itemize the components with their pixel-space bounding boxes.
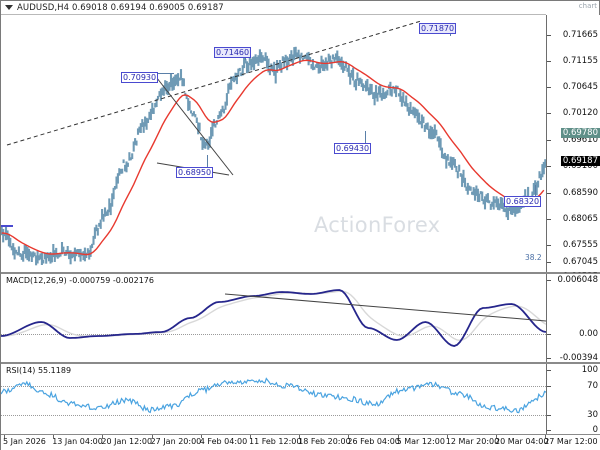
macd-zero-line [1,334,546,335]
axis-tickmark [547,245,551,246]
rsi-pane: RSI(14) 55.1189 100 70 30 0 [1,363,600,435]
symbol-ohlc-label: AUDUSD,H4 0.69018 0.69194 0.69005 0.6918… [17,3,224,13]
price-annotation-clipped[interactable] [1,225,13,227]
candlestick-series [1,46,546,266]
time-tick-label: 12 Mar 20:00 [445,437,500,446]
rsi-axis[interactable]: 100 70 30 0 [546,364,600,435]
leader-line [207,155,208,168]
price-tick-label: 0.67555 [562,240,598,250]
time-tick-label: 13 Jan 04:00 [52,437,103,446]
price-pane: 0.71870 0.71460 0.70930 0.69430 0.68950 … [1,15,600,282]
rsi-oversold-line [1,415,546,416]
price-tick-label: 0.69100 [562,161,598,171]
axis-tickmark [547,166,551,167]
axis-tickmark [547,280,551,281]
axis-tickmark [547,113,551,114]
time-tick-label: 5 Mar 12:00 [396,437,445,446]
axis-tickmark [547,140,551,141]
axis-tickmark [446,435,448,438]
macd-series [1,289,546,347]
price-annotation[interactable]: 0.68320 [504,196,542,207]
axis-tickmark [547,87,551,88]
time-tick-label: 4 Feb 04:00 [199,437,248,446]
macd-plot-area[interactable] [1,274,546,362]
axis-tickmark [547,334,551,335]
watermark: ActionForex [314,213,441,237]
axis-tickmark [4,435,5,438]
price-tick-label: 0.69610 [562,135,598,145]
leader-line [535,185,536,197]
price-annotation[interactable]: 0.69430 [334,143,372,154]
axis-tickmark [496,435,497,438]
macd-tick-label: -0.00394 [559,353,598,363]
rsi-tick-label: 100 [581,365,598,375]
price-tag-secondary: 0.69780 [560,128,600,138]
chart-header: AUDUSD,H4 0.69018 0.69194 0.69005 0.6918… [1,1,546,15]
rsi-title: RSI(14) 55.1189 [6,366,72,375]
time-tick-label: 5 Jan 2026 [3,437,46,446]
time-tick-label: 20 Jan 12:00 [101,437,153,446]
axis-tickmark [545,435,547,438]
price-annotation[interactable]: 0.70930 [121,72,159,83]
axis-tickmark [200,435,202,438]
macd-axis[interactable]: 0.006048 0.00 -0.00394 [546,274,600,363]
macd-tick-label: 0.006048 [557,275,598,285]
window-corner-label: chart [578,2,597,10]
price-tick-label: 0.70645 [562,82,598,92]
axis-tickmark [250,435,251,438]
axis-tickmark [547,358,551,359]
price-tick-label: 0.70120 [562,108,598,118]
collapse-triangle-icon[interactable] [5,5,13,10]
axis-tickmark [547,430,551,431]
axis-tickmark [547,415,551,416]
price-annotation[interactable]: 0.68950 [176,167,214,178]
time-axis[interactable]: 5 Jan 2026 13 Jan 04:00 20 Jan 12:00 27 Jan… [1,435,600,450]
axis-tickmark [547,193,551,194]
axis-tickmark [151,435,153,438]
axis-tickmark [397,435,399,438]
price-axis[interactable]: 0.71665 0.71155 0.70645 0.70120 0.69610 0.691… [546,15,600,282]
axis-tickmark [53,435,55,438]
leader-line [152,73,174,74]
axis-tickmark [348,435,350,438]
time-tick-label: 20 Mar 04:00 [495,437,549,446]
rsi-series [1,377,546,414]
price-tick-label: 0.71155 [562,56,598,66]
price-tick-label: 0.71665 [562,30,598,40]
trendline-overlay [6,20,422,176]
leader-line [365,131,366,144]
fib-level-label: 38.2 [525,253,542,262]
macd-pane: MACD(12,26,9) -0.000759 -0.002176 0.0060… [1,273,600,363]
price-tick-label: 0.68065 [562,214,598,224]
axis-tickmark [547,219,551,220]
axis-tickmark [299,435,301,438]
price-tick-label: 0.67045 [562,257,598,267]
rsi-tick-label: 30 [587,410,598,420]
price-annotation[interactable]: 0.71460 [214,47,252,58]
axis-tickmark [102,435,104,438]
macd-title: MACD(12,26,9) -0.000759 -0.002176 [6,276,154,285]
axis-tickmark [547,262,551,263]
price-annotation[interactable]: 0.71870 [419,23,457,34]
macd-tick-label: 0.00 [579,329,598,339]
current-price-tag: 0.69187 [560,156,600,166]
axis-tickmark [547,35,551,36]
time-tick-label: 18 Feb 20:00 [298,437,351,446]
rsi-tick-label: 0 [592,425,598,435]
axis-tickmark [547,61,551,62]
axis-tickmark [547,370,551,371]
time-tick-label: 27 Jan 20:00 [150,437,202,446]
time-tick-label: 11 Feb 12:00 [249,437,302,446]
price-plot-area[interactable]: 0.71870 0.71460 0.70930 0.69430 0.68950 … [1,15,546,272]
rsi-overbought-line [1,386,546,387]
rsi-tick-label: 70 [587,381,598,391]
axis-tickmark [547,386,551,387]
time-tick-label: 27 Mar 12:00 [544,437,598,446]
time-tick-label: 26 Feb 04:00 [347,437,400,446]
price-tick-label: 0.68590 [562,188,598,198]
rsi-plot-area[interactable] [1,364,546,434]
